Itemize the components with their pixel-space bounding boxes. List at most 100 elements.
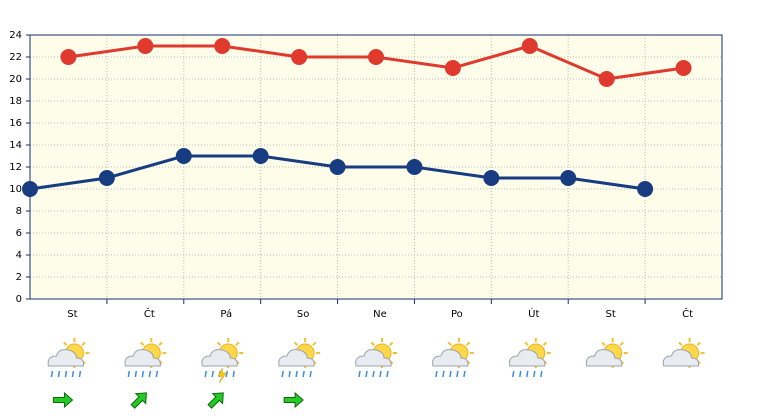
- wind-arrow: [52, 391, 74, 409]
- point: [521, 38, 538, 54]
- point: [98, 170, 115, 186]
- rain-drop: [540, 370, 543, 378]
- sun-ray: [370, 341, 375, 346]
- sun-ray: [140, 341, 145, 346]
- rain-drop: [57, 370, 61, 378]
- x-tick-label: Pá: [220, 308, 232, 320]
- arrow: [283, 391, 304, 409]
- sun-ray: [389, 341, 394, 346]
- point: [406, 159, 423, 175]
- y-tick-label: 20: [9, 74, 22, 85]
- rain-drop: [442, 370, 445, 378]
- arrow: [52, 391, 74, 409]
- rain-drop: [449, 370, 452, 378]
- point: [598, 71, 615, 87]
- weather-icon: [278, 338, 321, 378]
- rain-drop: [127, 370, 131, 378]
- point: [22, 181, 38, 197]
- weather-icon: [201, 338, 244, 384]
- sun-ray: [312, 341, 317, 346]
- point: [329, 159, 346, 175]
- rain-drop: [526, 370, 529, 378]
- rain-drop: [456, 370, 459, 378]
- x-tick-label: St: [606, 309, 616, 320]
- rain-drop: [78, 370, 82, 378]
- rain-drop: [50, 370, 54, 378]
- cloud: [662, 349, 700, 367]
- sun-ray: [158, 341, 163, 346]
- rain-drop: [463, 370, 466, 378]
- weather-icon: [508, 338, 551, 378]
- sun-ray: [678, 341, 683, 346]
- cloud: [355, 349, 392, 367]
- point: [60, 49, 77, 65]
- rain-drop: [288, 370, 291, 378]
- rain-drop: [519, 370, 522, 378]
- rain-drop: [155, 370, 159, 378]
- y-tick-label: 22: [9, 52, 22, 63]
- sun-ray: [63, 341, 68, 346]
- rain-drop: [211, 370, 214, 378]
- weather-icon: [355, 338, 397, 378]
- weather-icon: [585, 338, 628, 368]
- sun-ray: [447, 341, 452, 346]
- cloud: [47, 349, 85, 367]
- cloud: [201, 349, 238, 367]
- rain-drop: [141, 370, 145, 378]
- rain-drop: [295, 370, 298, 378]
- y-tick-label: 14: [9, 140, 22, 151]
- point: [291, 49, 308, 65]
- cloud: [585, 349, 623, 367]
- rain-drop: [225, 370, 228, 378]
- point: [252, 148, 269, 164]
- wind-arrow: [207, 392, 224, 409]
- sun-ray: [216, 341, 222, 346]
- rain-drop: [358, 370, 361, 378]
- wind-arrow: [130, 392, 147, 409]
- point: [560, 170, 577, 186]
- weather-icon: [47, 338, 90, 378]
- cloud: [124, 349, 161, 367]
- arrow: [207, 392, 224, 409]
- y-tick-label: 6: [16, 228, 22, 239]
- cloud: [432, 349, 469, 367]
- rain-drop: [64, 370, 68, 378]
- rain-drop: [365, 370, 368, 378]
- cloud: [508, 349, 546, 367]
- sun-ray: [81, 341, 86, 346]
- y-tick-label: 18: [9, 96, 22, 107]
- y-tick-label: 2: [16, 272, 22, 283]
- wind-arrow: [283, 391, 304, 409]
- weather-icon: [662, 338, 705, 368]
- y-tick-label: 4: [16, 250, 22, 261]
- y-tick-label: 24: [9, 30, 22, 41]
- sun-ray: [235, 341, 240, 346]
- rain-drop: [302, 370, 305, 378]
- x-tick-label: Út: [528, 307, 539, 320]
- rain-drop: [435, 370, 438, 378]
- y-tick-label: 0: [16, 294, 22, 305]
- rain-drop: [386, 370, 389, 378]
- x-tick-label: Po: [451, 309, 463, 320]
- cloud: [278, 349, 315, 367]
- point: [444, 60, 461, 76]
- rain-drop: [309, 370, 312, 378]
- rain-drop: [204, 370, 207, 378]
- sun-ray: [542, 341, 548, 346]
- rain-drop: [281, 370, 284, 378]
- x-tick-label: Ne: [373, 309, 387, 320]
- point: [675, 60, 692, 76]
- point: [637, 181, 654, 197]
- x-tick-label: Čt: [682, 307, 693, 320]
- rain-drop: [512, 370, 515, 378]
- point: [483, 170, 500, 186]
- weather-icon: [124, 338, 167, 378]
- rain-drop: [533, 370, 536, 378]
- x-tick-label: St: [67, 309, 77, 320]
- rain-drop: [379, 370, 382, 378]
- point: [137, 38, 154, 54]
- lightning: [217, 367, 227, 384]
- y-tick-label: 16: [9, 118, 22, 129]
